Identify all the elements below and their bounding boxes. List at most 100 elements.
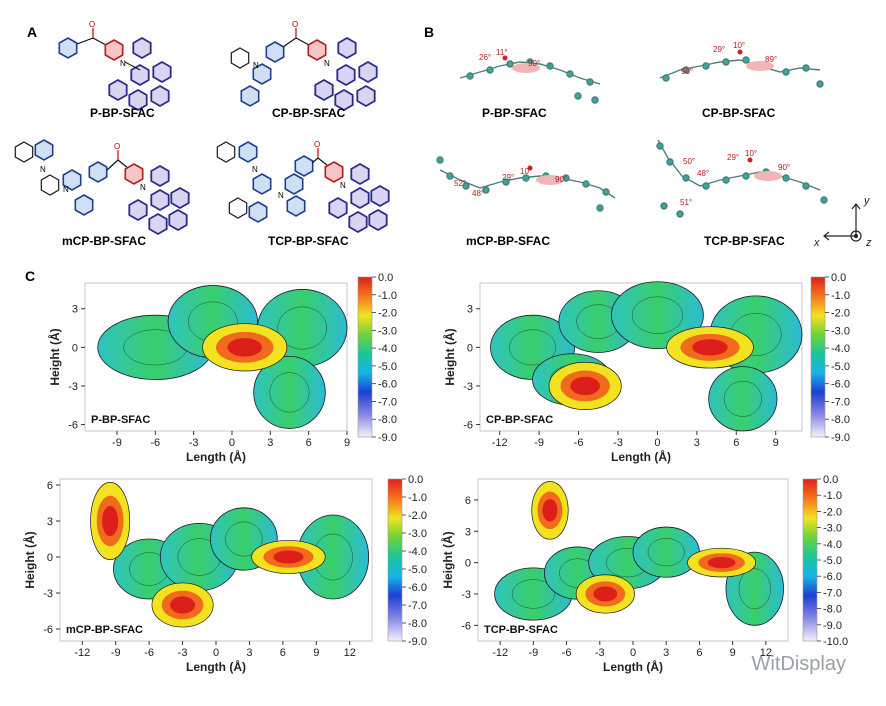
y-tick-label: 0 — [467, 342, 473, 354]
colorbar — [802, 478, 818, 642]
x-tick-label: 6 — [733, 437, 739, 449]
esp-surface-4 — [632, 526, 700, 578]
label-mcp-bp-sfac-a: mCP-BP-SFAC — [62, 234, 147, 248]
angle-tcp-1: 50° — [683, 157, 695, 166]
esp-core-region-3 — [273, 550, 304, 564]
colorbar — [810, 276, 826, 438]
x-tick-label: 3 — [663, 647, 669, 659]
x-tick-label: 9 — [313, 647, 319, 659]
y-tick-label: -3 — [463, 381, 473, 393]
colorbar-label: 0.0 — [378, 272, 393, 284]
colorbar-label: -3.0 — [408, 528, 427, 540]
label-p-bp-sfac-b: P-BP-SFAC — [482, 106, 547, 120]
svg-text:O: O — [292, 20, 298, 29]
x-tick-label: 12 — [344, 647, 356, 659]
colorbar-label: -9.0 — [823, 620, 842, 632]
plot-name-label: CP-BP-SFAC — [486, 414, 553, 426]
x-tick-label: 0 — [229, 437, 235, 449]
x-tick-label: -9 — [528, 647, 538, 659]
svg-text:N: N — [253, 61, 259, 70]
panel-label-c: C — [25, 268, 36, 284]
x-tick-label: 0 — [654, 437, 660, 449]
angle-cp-4: 89° — [765, 55, 777, 64]
angle-mcp-5: 90° — [555, 175, 567, 184]
esp-contour-3 — [225, 521, 263, 557]
colorbar-label: -7.0 — [378, 396, 397, 408]
x-axis-title: Length (Å) — [186, 659, 246, 674]
label-p-bp-sfac-a: P-BP-SFAC — [90, 106, 155, 120]
label-mcp-bp-sfac-b: mCP-BP-SFAC — [466, 234, 551, 248]
colorbar-label: -7.0 — [823, 587, 842, 599]
esp-contour-4 — [269, 372, 310, 413]
colorbar-label: -8.0 — [378, 414, 397, 426]
model-tcp-bp-sfac — [656, 139, 828, 218]
esp-core-region-1 — [692, 339, 728, 356]
model-p-bp-sfac — [459, 55, 601, 104]
svg-text:N: N — [120, 59, 126, 68]
x-tick-label: -6 — [574, 437, 584, 449]
colorbar-label: -1.0 — [378, 290, 397, 302]
y-tick-label: 0 — [72, 342, 78, 354]
angle-mcp-4: 10° — [520, 167, 532, 176]
angle-tcp-2: 48° — [697, 169, 709, 178]
x-tick-label: -12 — [492, 647, 508, 659]
x-tick-label: -9 — [111, 647, 121, 659]
x-tick-label: 12 — [760, 647, 772, 659]
panel-label-a: A — [27, 24, 38, 40]
colorbar-label: -2.0 — [378, 308, 397, 320]
svg-text:N: N — [140, 183, 146, 192]
svg-text:N: N — [63, 185, 69, 194]
colorbar-label: 0.0 — [831, 272, 846, 284]
x-tick-label: -9 — [534, 437, 544, 449]
plot-name-label: mCP-BP-SFAC — [66, 624, 143, 636]
esp-core-region-1 — [542, 499, 558, 522]
y-tick-label: 3 — [47, 516, 53, 528]
y-tick-label: 3 — [72, 304, 78, 316]
y-tick-label: -6 — [43, 624, 53, 636]
esp-contour-3 — [631, 296, 683, 334]
colorbar-label: -9.0 — [831, 432, 850, 444]
esp-contour-5 — [738, 568, 771, 610]
esp-contour-1 — [509, 329, 556, 366]
watermark: WitDisplay — [751, 653, 846, 675]
x-tick-label: -6 — [150, 437, 160, 449]
esp-core-region-1 — [227, 338, 263, 357]
coordinate-axes — [823, 203, 862, 242]
svg-text:N: N — [340, 181, 346, 190]
colorbar — [387, 478, 403, 642]
colorbar-label: -10.0 — [823, 636, 848, 648]
angle-cp-2: 29° — [713, 45, 725, 54]
y-axis-title: Height (Å) — [442, 328, 457, 385]
x-tick-label: 9 — [344, 437, 350, 449]
esp-plot-3: -12 -9 -6 -3 0 3 6 9 12 6 3 0 -3 -6 Length (Å) Height (… — [22, 474, 427, 674]
x-tick-label: -6 — [144, 647, 154, 659]
x-tick-label: -9 — [112, 437, 122, 449]
angle-mcp-1: 52° — [454, 179, 466, 188]
esp-core-region-2 — [570, 376, 600, 396]
colorbar-label: -5.0 — [378, 361, 397, 373]
esp-plot-4: -12 -9 -6 -3 0 3 6 9 12 6 3 0 -3 -6 Length (Å) Height (… — [440, 474, 848, 674]
esp-plot-1: -9 -6 -3 0 3 6 9 3 0 -3 -6 Length (Å) Height (Å) P-BP… — [47, 272, 397, 464]
x-tick-label: -3 — [595, 647, 605, 659]
colorbar-label: -4.0 — [378, 343, 397, 355]
angle-p-1: 26° — [479, 53, 491, 62]
esp-contour-1 — [511, 579, 555, 609]
structure-mcp-bp-sfac: N N O N — [14, 139, 190, 235]
angle-p-2: 11° — [496, 48, 508, 57]
x-axis-title: Length (Å) — [611, 449, 671, 464]
svg-text:N: N — [324, 59, 330, 68]
colorbar-label: -5.0 — [831, 361, 850, 373]
y-tick-label: 6 — [47, 480, 53, 492]
colorbar-label: -9.0 — [408, 636, 427, 648]
y-axis-title: Height (Å) — [47, 328, 62, 385]
angle-mcp-3: 29° — [502, 173, 514, 182]
y-tick-label: 0 — [465, 558, 471, 570]
colorbar-label: -1.0 — [823, 490, 842, 502]
esp-surface-4 — [253, 355, 326, 429]
colorbar-label: -3.0 — [378, 325, 397, 337]
colorbar-label: -4.0 — [823, 539, 842, 551]
esp-core-region-1 — [102, 505, 119, 537]
x-tick-label: -3 — [613, 437, 623, 449]
colorbar-label: -7.0 — [831, 396, 850, 408]
